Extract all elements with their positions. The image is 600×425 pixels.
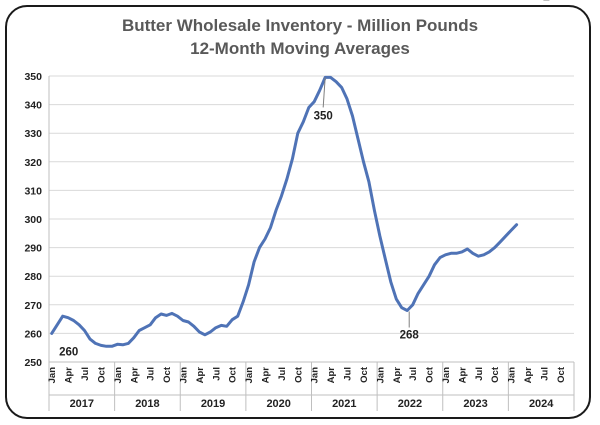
month-tick-label: Jan bbox=[113, 367, 124, 384]
y-tick-label: 290 bbox=[24, 243, 42, 255]
year-label: 2024 bbox=[529, 398, 554, 410]
y-tick-label: 340 bbox=[24, 100, 42, 112]
month-tick-label: Oct bbox=[359, 366, 370, 383]
y-tick-label: 280 bbox=[24, 271, 42, 283]
y-tick-label: 260 bbox=[24, 328, 42, 340]
month-tick-label: Jan bbox=[47, 367, 58, 384]
month-tick-label: Apr bbox=[523, 367, 534, 384]
month-tick-label: Oct bbox=[556, 366, 567, 383]
month-tick-label: Oct bbox=[425, 366, 436, 383]
year-label: 2023 bbox=[463, 398, 487, 410]
month-tick-label: Apr bbox=[129, 367, 140, 384]
annotation-label: 268 bbox=[400, 330, 420, 342]
month-tick-label: Jul bbox=[146, 367, 157, 381]
month-tick-label: Jan bbox=[178, 367, 189, 384]
month-tick-label: Jan bbox=[441, 367, 452, 384]
month-tick-label: Oct bbox=[96, 366, 107, 383]
year-label: 2019 bbox=[201, 398, 225, 410]
month-tick-label: Jan bbox=[375, 367, 386, 384]
y-tick-label: 300 bbox=[24, 214, 42, 226]
month-tick-label: Apr bbox=[326, 367, 337, 384]
y-tick-label: 310 bbox=[24, 185, 42, 197]
annotation-label: 298 bbox=[532, 0, 552, 3]
month-tick-label: Apr bbox=[195, 367, 206, 384]
y-tick-label: 250 bbox=[24, 357, 42, 369]
month-tick-label: Apr bbox=[64, 367, 75, 384]
annotation-leader bbox=[322, 77, 326, 108]
month-tick-label: Jul bbox=[408, 367, 419, 381]
month-tick-label: Jul bbox=[474, 367, 485, 381]
month-tick-label: Jul bbox=[539, 367, 550, 381]
month-tick-label: Oct bbox=[490, 366, 501, 383]
month-tick-label: Oct bbox=[162, 366, 173, 383]
chart-title: Butter Wholesale Inventory - Million Pou… bbox=[121, 16, 479, 35]
month-tick-label: Jul bbox=[277, 367, 288, 381]
series-line bbox=[50, 75, 519, 348]
month-tick-label: Jan bbox=[310, 367, 321, 384]
y-tick-label: 320 bbox=[24, 157, 42, 169]
year-label: 2017 bbox=[70, 398, 94, 410]
month-tick-label: Jul bbox=[211, 367, 222, 381]
month-tick-label: Apr bbox=[261, 367, 272, 384]
year-label: 2020 bbox=[266, 398, 290, 410]
month-tick-label: Oct bbox=[228, 366, 239, 383]
chart-frame bbox=[5, 5, 591, 419]
month-tick-label: Apr bbox=[457, 367, 468, 384]
annotation-label: 350 bbox=[314, 110, 333, 122]
month-tick-label: Jul bbox=[343, 367, 354, 381]
month-tick-label: Oct bbox=[293, 366, 304, 383]
y-tick-label: 350 bbox=[24, 71, 42, 83]
chart-subtitle: 12-Month Moving Averages bbox=[190, 39, 410, 58]
year-label: 2022 bbox=[398, 398, 422, 410]
year-label: 2018 bbox=[135, 398, 159, 410]
annotation-label: 260 bbox=[59, 346, 78, 358]
month-tick-label: Jan bbox=[507, 367, 518, 384]
year-label: 2021 bbox=[332, 398, 356, 410]
month-tick-label: Apr bbox=[392, 367, 403, 384]
y-tick-label: 330 bbox=[24, 128, 42, 140]
month-tick-label: Jul bbox=[80, 367, 91, 381]
y-tick-label: 270 bbox=[24, 300, 42, 312]
month-tick-label: Jan bbox=[244, 367, 255, 384]
